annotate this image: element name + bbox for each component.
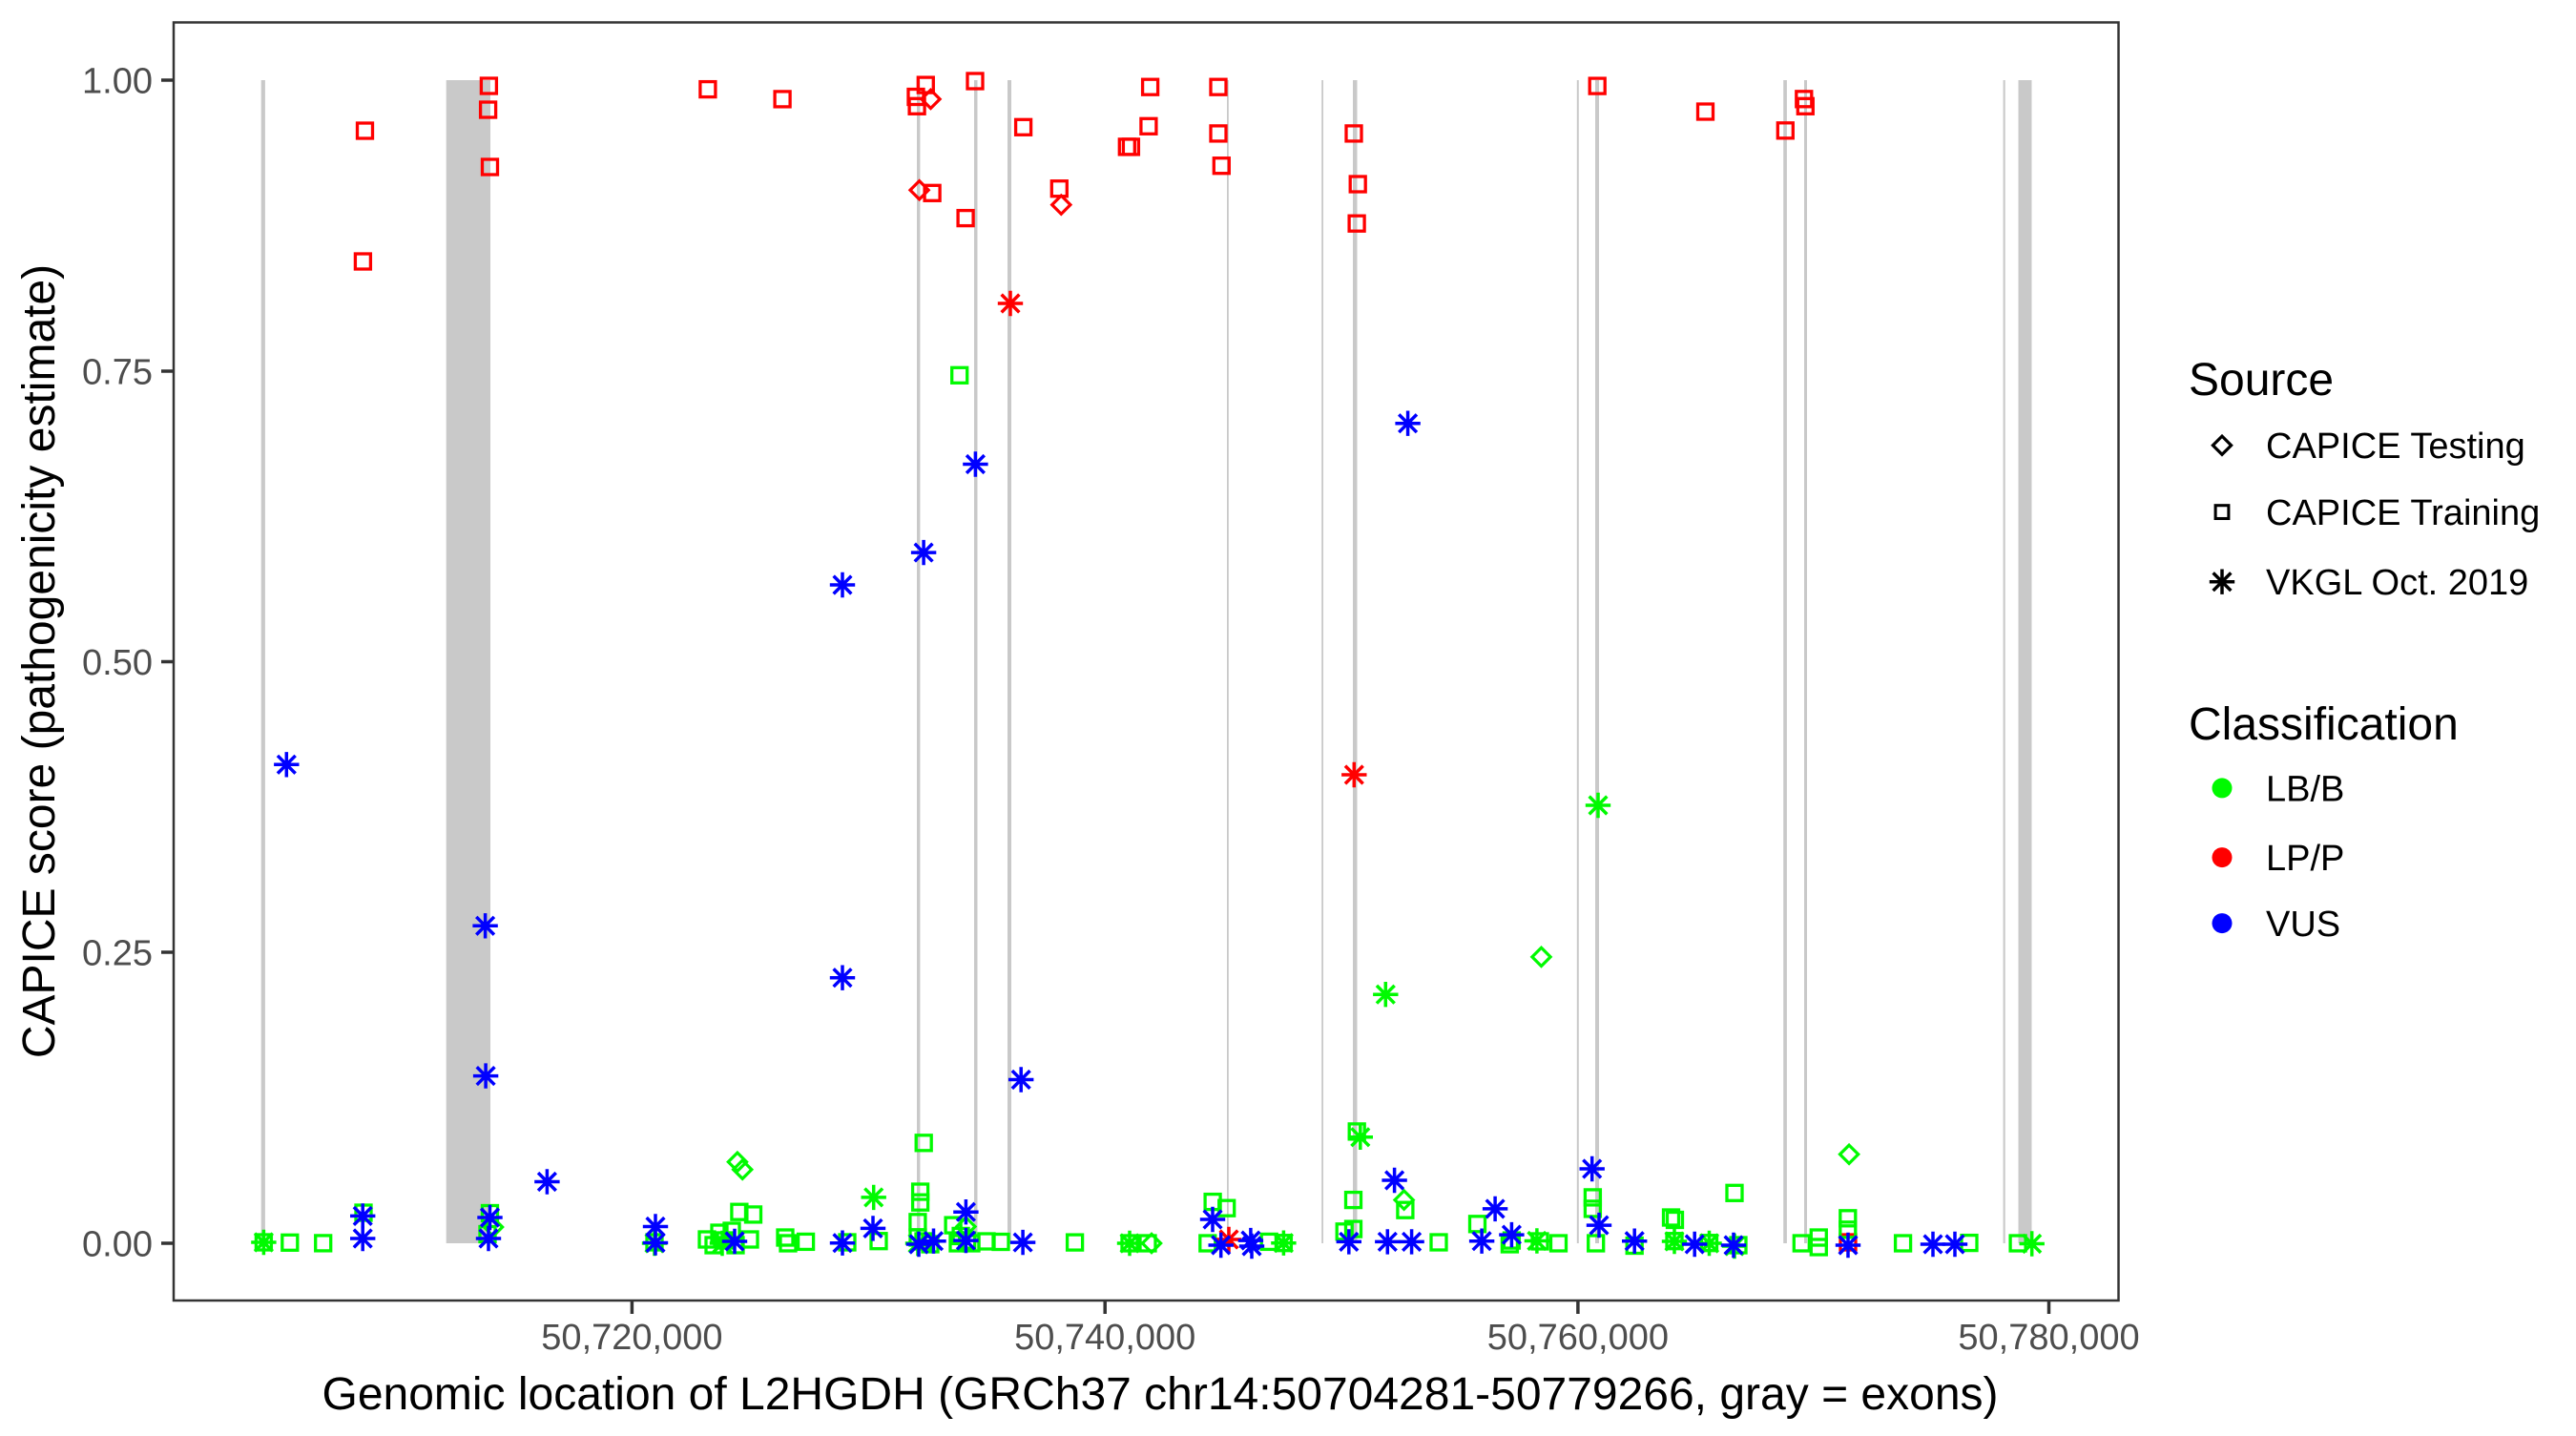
svg-text:VUS: VUS xyxy=(2266,905,2340,945)
svg-text:Classification: Classification xyxy=(2189,699,2459,750)
svg-text:VKGL Oct. 2019: VKGL Oct. 2019 xyxy=(2266,563,2528,603)
svg-text:0.25: 0.25 xyxy=(82,934,153,974)
svg-text:Source: Source xyxy=(2189,355,2334,406)
svg-text:CAPICE Testing: CAPICE Testing xyxy=(2266,427,2525,467)
svg-text:CAPICE Training: CAPICE Training xyxy=(2266,493,2540,533)
svg-text:CAPICE score (pathogenicity es: CAPICE score (pathogenicity estimate) xyxy=(14,264,65,1058)
svg-text:0.75: 0.75 xyxy=(82,353,153,393)
svg-text:50,720,000: 50,720,000 xyxy=(541,1318,722,1358)
svg-text:LB/B: LB/B xyxy=(2266,769,2344,809)
svg-text:0.00: 0.00 xyxy=(82,1225,153,1265)
svg-text:0.50: 0.50 xyxy=(82,643,153,683)
svg-text:LP/P: LP/P xyxy=(2266,839,2344,879)
svg-text:1.00: 1.00 xyxy=(82,62,153,102)
svg-text:Genomic location of L2HGDH (GR: Genomic location of L2HGDH (GRCh37 chr14… xyxy=(322,1369,1998,1420)
svg-text:50,760,000: 50,760,000 xyxy=(1487,1318,1669,1358)
svg-text:50,780,000: 50,780,000 xyxy=(1958,1318,2139,1358)
svg-text:50,740,000: 50,740,000 xyxy=(1014,1318,1195,1358)
